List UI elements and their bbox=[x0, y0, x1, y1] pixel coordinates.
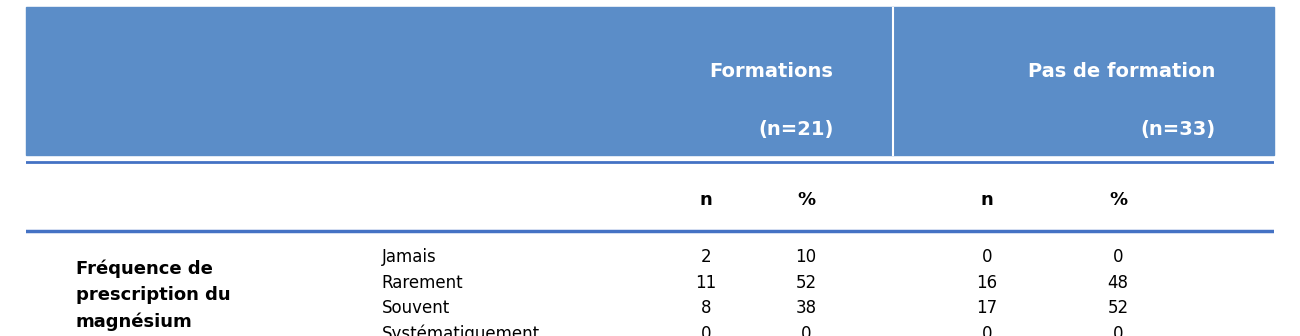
Text: Fréquence de
prescription du
magnésium: Fréquence de prescription du magnésium bbox=[75, 259, 230, 331]
Text: 0: 0 bbox=[982, 248, 992, 266]
Text: 48: 48 bbox=[1108, 274, 1128, 292]
Text: 10: 10 bbox=[796, 248, 816, 266]
Text: 52: 52 bbox=[796, 274, 816, 292]
Text: 0: 0 bbox=[701, 325, 711, 336]
Text: 38: 38 bbox=[796, 299, 816, 317]
Text: Formations: Formations bbox=[710, 62, 833, 81]
Text: (n=33): (n=33) bbox=[1140, 120, 1216, 139]
Text: Souvent: Souvent bbox=[382, 299, 450, 317]
Text: Jamais: Jamais bbox=[382, 248, 437, 266]
Text: 8: 8 bbox=[701, 299, 711, 317]
Text: 16: 16 bbox=[976, 274, 997, 292]
Text: 11: 11 bbox=[696, 274, 716, 292]
Text: n: n bbox=[699, 191, 712, 209]
Text: 0: 0 bbox=[801, 325, 811, 336]
Text: Rarement: Rarement bbox=[382, 274, 463, 292]
Text: Pas de formation: Pas de formation bbox=[1028, 62, 1216, 81]
Text: Systématiquement: Systématiquement bbox=[382, 325, 540, 336]
Bar bbox=[26, 7, 1274, 155]
Text: %: % bbox=[1109, 191, 1127, 209]
Text: 0: 0 bbox=[1113, 248, 1123, 266]
Text: n: n bbox=[980, 191, 993, 209]
Text: %: % bbox=[797, 191, 815, 209]
Text: 52: 52 bbox=[1108, 299, 1128, 317]
Text: 2: 2 bbox=[701, 248, 711, 266]
Text: 0: 0 bbox=[1113, 325, 1123, 336]
Text: 17: 17 bbox=[976, 299, 997, 317]
Text: 0: 0 bbox=[982, 325, 992, 336]
Text: (n=21): (n=21) bbox=[758, 120, 833, 139]
